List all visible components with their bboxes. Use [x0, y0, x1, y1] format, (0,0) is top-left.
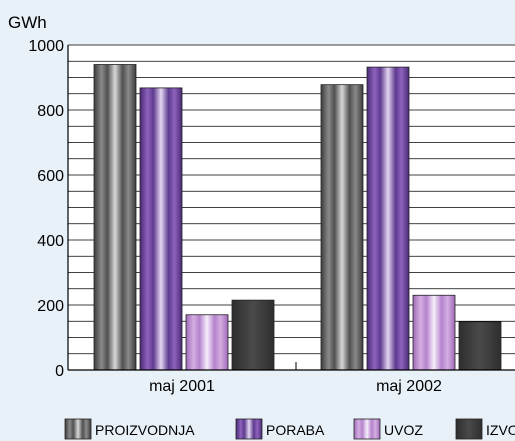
y-tick-label: 0: [55, 363, 64, 380]
legend-label-uvoz: UVOZ: [384, 422, 423, 438]
bars: [93, 64, 502, 371]
bar-izvoz-1: [231, 299, 275, 371]
y-tick-label: 400: [37, 233, 64, 250]
y-tick-label: 800: [37, 103, 64, 120]
legend: PROIZVODNJA PORABA UVOZ IZVOZ: [64, 418, 515, 440]
x-category-labels: maj 2001 maj 2002: [149, 378, 442, 395]
bar-proizvodnja-2: [320, 84, 364, 371]
bar-poraba-2: [366, 66, 410, 371]
y-unit-label: GWh: [8, 13, 47, 32]
bar-proizvodnja-1: [93, 64, 137, 371]
bar-uvoz-2: [412, 294, 456, 371]
y-tick-label: 1000: [28, 38, 64, 55]
y-tick-label: 200: [37, 298, 64, 315]
legend-swatch-izvoz: [455, 418, 483, 440]
y-tick-labels: 0 200 400 600 800 1000: [28, 38, 64, 380]
bar-uvoz-1: [185, 314, 229, 371]
legend-swatch-proizvodnja: [64, 418, 92, 440]
x-category-label: maj 2001: [149, 378, 215, 395]
bar-izvoz-2: [458, 321, 502, 371]
legend-swatch-uvoz: [353, 418, 381, 440]
legend-swatch-poraba: [235, 418, 263, 440]
legend-label-proizvodnja: PROIZVODNJA: [95, 422, 195, 438]
bar-poraba-1: [139, 87, 183, 371]
x-category-label: maj 2002: [376, 378, 442, 395]
legend-label-poraba: PORABA: [266, 422, 325, 438]
legend-label-izvoz: IZVOZ: [486, 422, 515, 438]
y-tick-label: 600: [37, 168, 64, 185]
